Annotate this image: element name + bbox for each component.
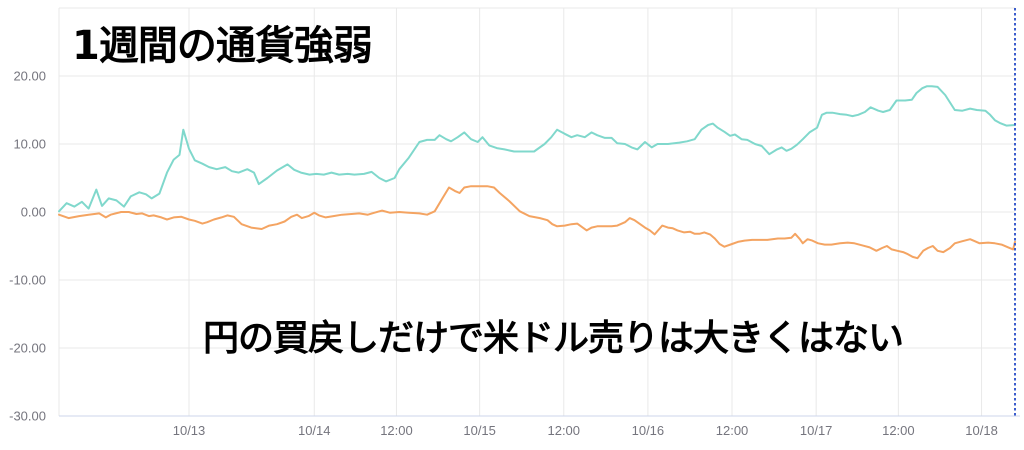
chart-annotation: 円の買戻しだけで米ドル売りは大きくはない bbox=[203, 318, 904, 359]
y-tick-label: -20.00 bbox=[9, 341, 46, 356]
chart-title: 1週間の通貨強弱 bbox=[72, 23, 373, 69]
y-tick-label: -10.00 bbox=[9, 273, 46, 288]
y-tick-label: 20.00 bbox=[13, 69, 46, 84]
x-tick-label: 10/17 bbox=[800, 423, 833, 438]
x-tick-label: 10/15 bbox=[463, 423, 496, 438]
y-tick-label: -30.00 bbox=[9, 409, 46, 424]
x-tick-label: 12:00 bbox=[380, 423, 413, 438]
x-tick-label: 12:00 bbox=[547, 423, 580, 438]
y-tick-label: 10.00 bbox=[13, 137, 46, 152]
series-orange-line bbox=[58, 185, 1016, 260]
x-tick-label: 10/16 bbox=[632, 423, 665, 438]
x-tick-label: 10/14 bbox=[298, 423, 331, 438]
series-teal-line bbox=[58, 85, 1016, 213]
y-tick-label: 0.00 bbox=[21, 205, 46, 220]
x-tick-label: 12:00 bbox=[716, 423, 749, 438]
x-tick-label: 12:00 bbox=[882, 423, 915, 438]
x-tick-label: 10/18 bbox=[965, 423, 998, 438]
x-tick-label: 10/13 bbox=[173, 423, 206, 438]
